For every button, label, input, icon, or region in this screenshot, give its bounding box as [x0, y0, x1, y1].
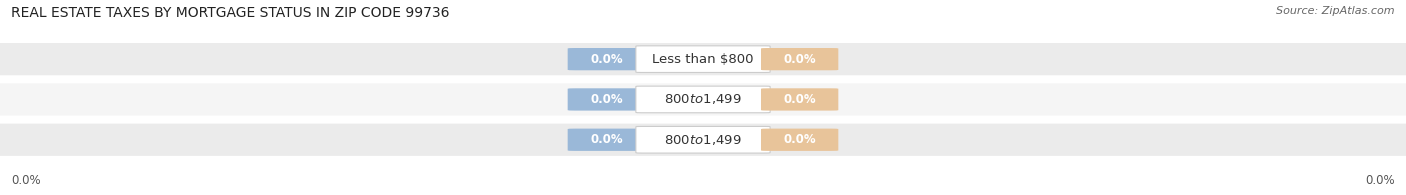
FancyBboxPatch shape	[0, 122, 1406, 157]
Text: 0.0%: 0.0%	[783, 133, 815, 146]
FancyBboxPatch shape	[761, 48, 838, 70]
Text: Source: ZipAtlas.com: Source: ZipAtlas.com	[1277, 6, 1395, 16]
FancyBboxPatch shape	[761, 129, 838, 151]
FancyBboxPatch shape	[761, 88, 838, 111]
Text: 0.0%: 0.0%	[783, 93, 815, 106]
Text: 0.0%: 0.0%	[11, 174, 41, 187]
Text: $800 to $1,499: $800 to $1,499	[664, 92, 742, 106]
Text: $800 to $1,499: $800 to $1,499	[664, 133, 742, 147]
FancyBboxPatch shape	[0, 82, 1406, 117]
FancyBboxPatch shape	[568, 88, 645, 111]
FancyBboxPatch shape	[636, 46, 770, 73]
FancyBboxPatch shape	[636, 86, 770, 113]
Text: 0.0%: 0.0%	[591, 133, 623, 146]
FancyBboxPatch shape	[0, 42, 1406, 77]
FancyBboxPatch shape	[568, 48, 645, 70]
Text: 0.0%: 0.0%	[591, 93, 623, 106]
FancyBboxPatch shape	[636, 126, 770, 153]
FancyBboxPatch shape	[568, 129, 645, 151]
Text: 0.0%: 0.0%	[1365, 174, 1395, 187]
Text: REAL ESTATE TAXES BY MORTGAGE STATUS IN ZIP CODE 99736: REAL ESTATE TAXES BY MORTGAGE STATUS IN …	[11, 6, 450, 20]
Text: 0.0%: 0.0%	[591, 53, 623, 66]
Text: Less than $800: Less than $800	[652, 53, 754, 66]
Text: 0.0%: 0.0%	[783, 53, 815, 66]
